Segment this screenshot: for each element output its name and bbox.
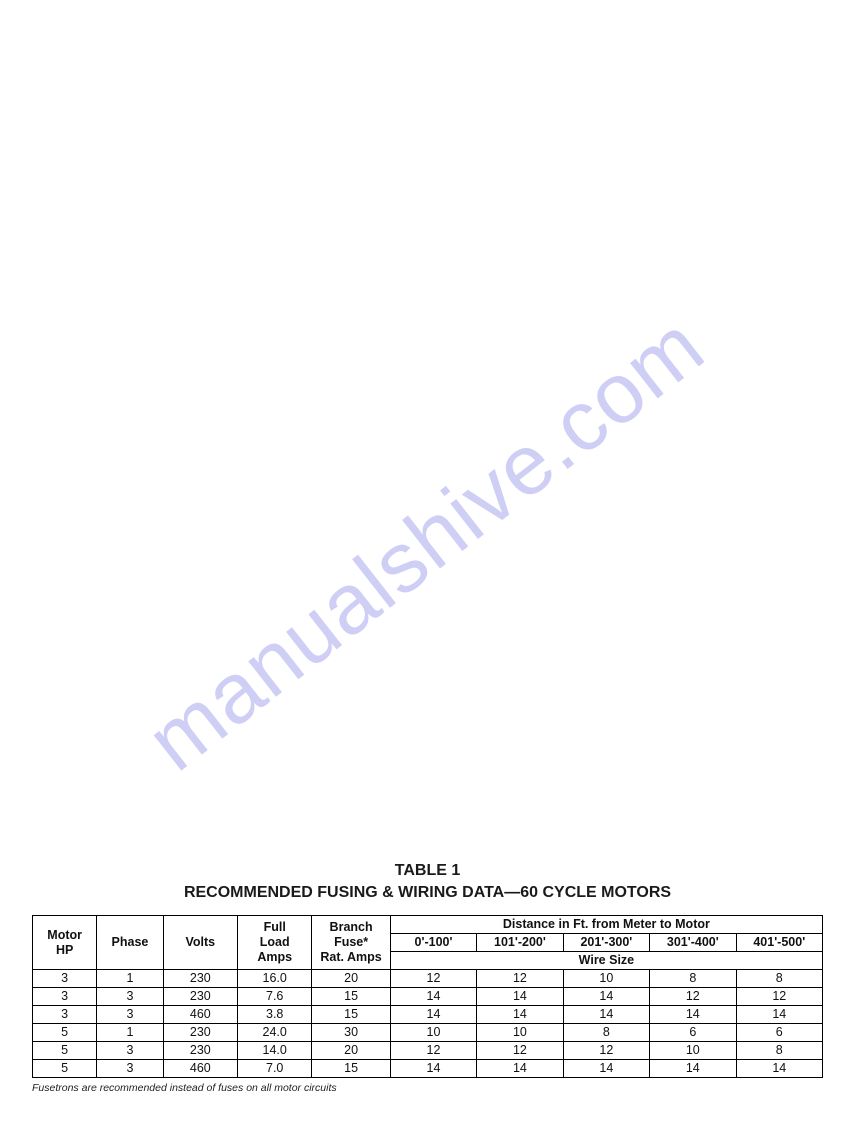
caption-line-2: RECOMMENDED FUSING & WIRING DATA—60 CYCL… [184,884,671,901]
cell-amps: 7.6 [238,988,312,1006]
cell-fuse: 15 [312,1060,390,1078]
cell-d1: 10 [477,1024,563,1042]
cell-volts: 230 [163,1042,237,1060]
cell-d2: 8 [563,1024,649,1042]
cell-d0: 12 [390,970,476,988]
cell-d0: 14 [390,988,476,1006]
col-bf-l2: Fuse* [334,935,368,949]
cell-d3: 12 [650,988,736,1006]
header-row-1: Motor HP Phase Volts Full Load Amps Bran… [33,916,823,934]
cell-d4: 6 [736,1024,822,1042]
cell-amps: 3.8 [238,1006,312,1024]
cell-amps: 24.0 [238,1024,312,1042]
col-motor-hp: Motor HP [33,916,97,970]
cell-hp: 3 [33,988,97,1006]
caption-line-1: TABLE 1 [395,862,460,879]
cell-d3: 10 [650,1042,736,1060]
table-section: TABLE 1 RECOMMENDED FUSING & WIRING DATA… [32,860,823,1094]
cell-hp: 3 [33,1006,97,1024]
col-dist-4: 401'-500' [736,934,822,952]
cell-amps: 7.0 [238,1060,312,1078]
table-footnote: Fusetrons are recommended instead of fus… [32,1082,823,1094]
table-row: 3 3 230 7.6 15 14 14 14 12 12 [33,988,823,1006]
cell-volts: 460 [163,1060,237,1078]
table-row: 5 1 230 24.0 30 10 10 8 6 6 [33,1024,823,1042]
col-phase: Phase [97,916,163,970]
cell-phase: 3 [97,1060,163,1078]
table-caption: TABLE 1 RECOMMENDED FUSING & WIRING DATA… [32,860,823,903]
cell-d1: 14 [477,1060,563,1078]
col-dist-1: 101'-200' [477,934,563,952]
cell-phase: 1 [97,1024,163,1042]
cell-volts: 230 [163,1024,237,1042]
cell-phase: 3 [97,1042,163,1060]
col-distance-header: Distance in Ft. from Meter to Motor [390,916,822,934]
cell-volts: 230 [163,970,237,988]
cell-hp: 5 [33,1042,97,1060]
col-dist-3: 301'-400' [650,934,736,952]
cell-d2: 14 [563,1060,649,1078]
cell-d2: 10 [563,970,649,988]
cell-d0: 10 [390,1024,476,1042]
cell-d4: 8 [736,1042,822,1060]
col-branch-fuse: Branch Fuse* Rat. Amps [312,916,390,970]
cell-hp: 5 [33,1060,97,1078]
cell-d2: 14 [563,988,649,1006]
cell-amps: 16.0 [238,970,312,988]
col-fla-l2: Load [260,935,290,949]
cell-fuse: 20 [312,970,390,988]
cell-d0: 14 [390,1060,476,1078]
col-full-load-amps: Full Load Amps [238,916,312,970]
cell-volts: 460 [163,1006,237,1024]
col-volts: Volts [163,916,237,970]
cell-volts: 230 [163,988,237,1006]
cell-d1: 12 [477,1042,563,1060]
cell-d1: 12 [477,970,563,988]
col-bf-l3: Rat. Amps [320,950,381,964]
cell-phase: 1 [97,970,163,988]
col-dist-2: 201'-300' [563,934,649,952]
col-dist-0: 0'-100' [390,934,476,952]
fusing-wiring-table: Motor HP Phase Volts Full Load Amps Bran… [32,915,823,1078]
cell-phase: 3 [97,988,163,1006]
cell-d4: 14 [736,1060,822,1078]
cell-d4: 12 [736,988,822,1006]
cell-d4: 14 [736,1006,822,1024]
cell-phase: 3 [97,1006,163,1024]
cell-fuse: 30 [312,1024,390,1042]
cell-d1: 14 [477,1006,563,1024]
table-row: 5 3 230 14.0 20 12 12 12 10 8 [33,1042,823,1060]
cell-hp: 3 [33,970,97,988]
cell-d2: 12 [563,1042,649,1060]
col-fla-l3: Amps [257,950,292,964]
cell-fuse: 15 [312,988,390,1006]
cell-d3: 14 [650,1006,736,1024]
cell-d0: 12 [390,1042,476,1060]
table-row: 3 3 460 3.8 15 14 14 14 14 14 [33,1006,823,1024]
cell-d0: 14 [390,1006,476,1024]
cell-amps: 14.0 [238,1042,312,1060]
table-row: 5 3 460 7.0 15 14 14 14 14 14 [33,1060,823,1078]
cell-d3: 6 [650,1024,736,1042]
cell-d3: 14 [650,1060,736,1078]
col-fla-l1: Full [264,920,286,934]
col-wire-size: Wire Size [390,952,822,970]
cell-d2: 14 [563,1006,649,1024]
col-bf-l1: Branch [330,920,373,934]
cell-d3: 8 [650,970,736,988]
cell-fuse: 15 [312,1006,390,1024]
col-motor-hp-l1: Motor [47,928,82,942]
watermark-text: manualshive.com [129,297,722,791]
cell-hp: 5 [33,1024,97,1042]
col-motor-hp-l2: HP [56,943,73,957]
table-row: 3 1 230 16.0 20 12 12 10 8 8 [33,970,823,988]
cell-d1: 14 [477,988,563,1006]
cell-d4: 8 [736,970,822,988]
cell-fuse: 20 [312,1042,390,1060]
